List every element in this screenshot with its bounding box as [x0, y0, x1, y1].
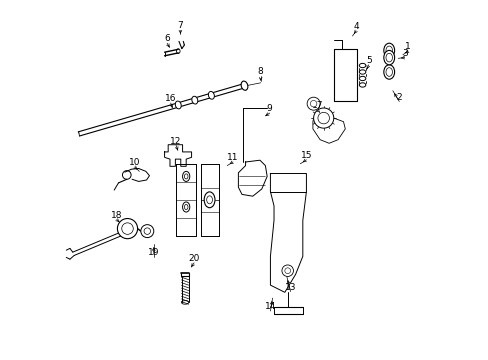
- Text: 20: 20: [188, 254, 200, 263]
- Ellipse shape: [383, 50, 394, 65]
- Text: 11: 11: [227, 153, 238, 162]
- Ellipse shape: [184, 174, 187, 179]
- Circle shape: [122, 223, 133, 234]
- Ellipse shape: [208, 91, 214, 99]
- Circle shape: [310, 100, 316, 107]
- Text: 5: 5: [365, 56, 371, 65]
- Text: 4: 4: [352, 22, 358, 31]
- Ellipse shape: [385, 53, 392, 62]
- Text: 15: 15: [300, 151, 311, 160]
- Circle shape: [282, 265, 293, 276]
- Ellipse shape: [176, 49, 180, 54]
- Ellipse shape: [385, 46, 392, 55]
- Text: 18: 18: [111, 211, 122, 220]
- Text: 2: 2: [396, 93, 401, 102]
- Circle shape: [306, 97, 320, 110]
- Circle shape: [117, 219, 137, 239]
- Ellipse shape: [182, 171, 189, 181]
- Text: 17: 17: [311, 102, 323, 111]
- Ellipse shape: [359, 63, 365, 68]
- Ellipse shape: [191, 96, 197, 104]
- Circle shape: [122, 171, 131, 179]
- Ellipse shape: [206, 196, 212, 204]
- Ellipse shape: [359, 76, 365, 81]
- Text: 3: 3: [401, 49, 407, 58]
- Ellipse shape: [184, 204, 187, 210]
- Ellipse shape: [383, 65, 394, 79]
- Ellipse shape: [204, 192, 215, 208]
- Text: 19: 19: [148, 248, 159, 257]
- Ellipse shape: [359, 83, 365, 87]
- Text: 12: 12: [170, 137, 182, 146]
- Text: 14: 14: [264, 302, 276, 311]
- Text: 6: 6: [164, 35, 170, 44]
- Text: 9: 9: [266, 104, 272, 113]
- Text: 10: 10: [129, 158, 140, 167]
- Text: 16: 16: [164, 94, 176, 103]
- Ellipse shape: [182, 202, 189, 212]
- Circle shape: [141, 225, 153, 238]
- Ellipse shape: [359, 70, 365, 74]
- Circle shape: [313, 108, 333, 128]
- Ellipse shape: [175, 101, 181, 109]
- Text: 13: 13: [284, 283, 296, 292]
- Ellipse shape: [385, 68, 392, 76]
- Text: 1: 1: [405, 42, 410, 51]
- Ellipse shape: [241, 81, 247, 90]
- Circle shape: [317, 112, 329, 124]
- Text: 8: 8: [257, 67, 263, 76]
- Ellipse shape: [383, 43, 394, 58]
- Circle shape: [284, 268, 290, 274]
- Circle shape: [144, 228, 150, 234]
- Ellipse shape: [181, 301, 188, 304]
- Text: 7: 7: [177, 21, 183, 30]
